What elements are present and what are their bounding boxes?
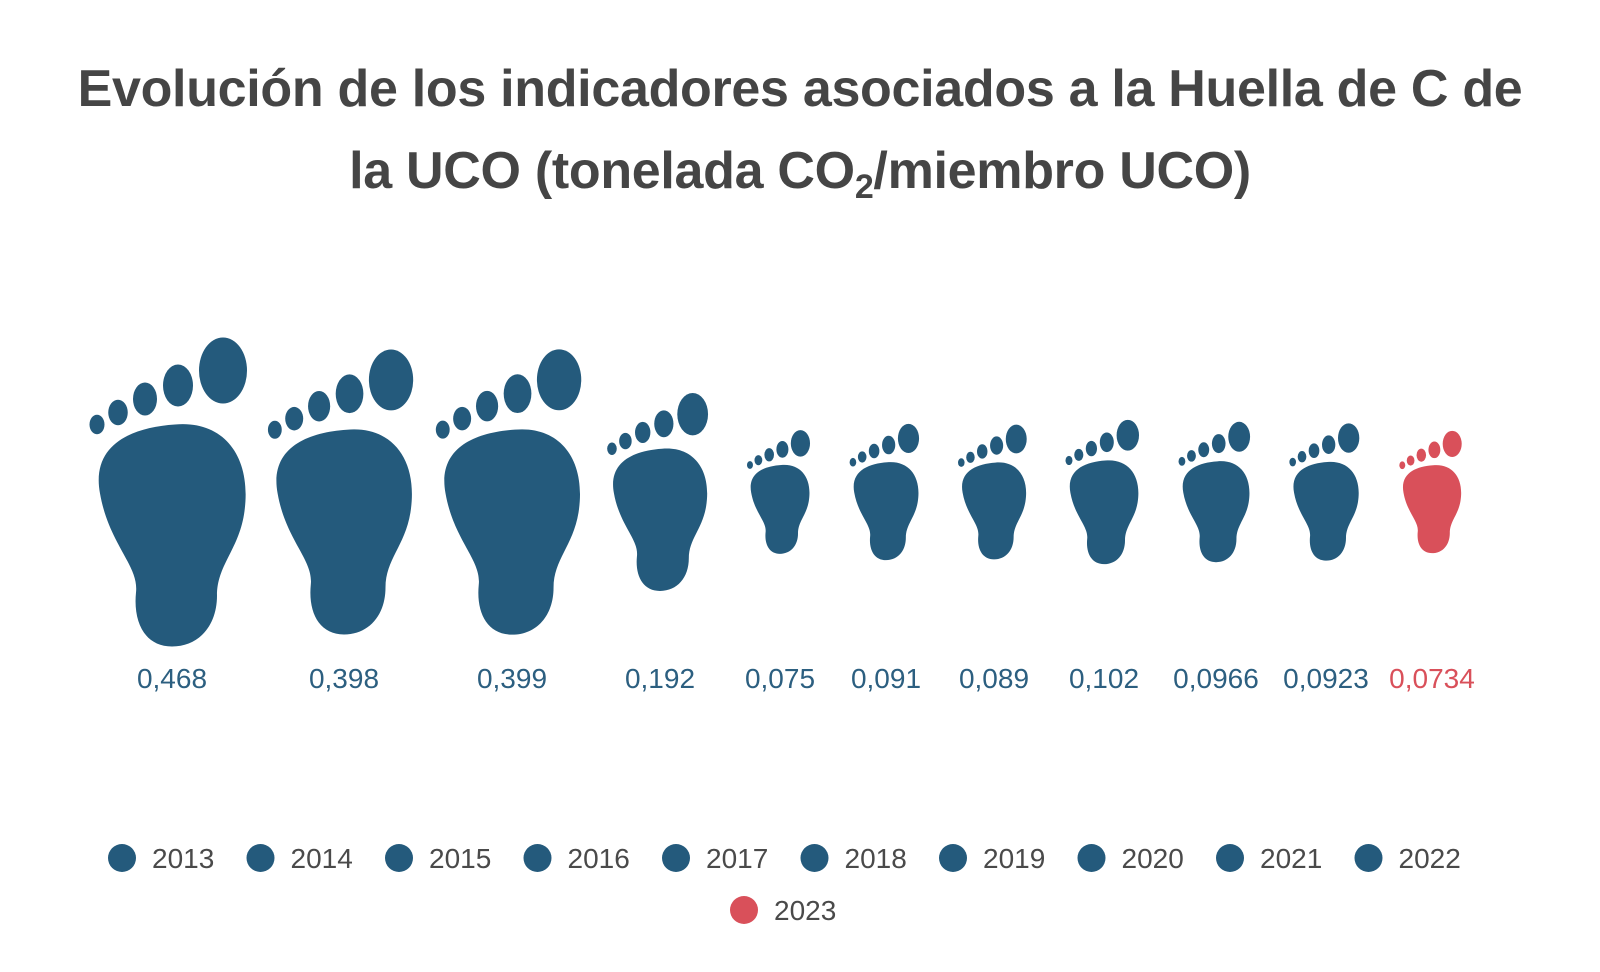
legend-swatch-2021 [1216,844,1244,872]
legend-swatch-2019 [939,844,967,872]
legend-label-2018: 2018 [845,843,907,874]
legend-label-2013: 2013 [152,843,214,874]
legend-item-2022: 2022 [1354,843,1461,874]
value-label-2018: 0,091 [851,663,921,694]
legend-item-2017: 2017 [662,843,768,874]
footprint-2016 [607,393,709,591]
legend-swatch-2020 [1077,844,1106,872]
footprint-2023 [1399,430,1462,554]
value-label-2021: 0,0966 [1173,663,1259,694]
legend-item-2020: 2020 [1077,843,1184,874]
footprint-2018 [849,423,920,561]
legend-swatch-2022 [1354,844,1383,872]
title-subscript: 2 [854,168,874,206]
footprint-marks [89,337,1462,647]
legend-swatch-2015 [385,844,413,872]
legend-swatch-2017 [662,844,690,872]
value-label-2016: 0,192 [625,663,695,694]
value-label-2015: 0,399 [477,663,547,694]
value-label-2022: 0,0923 [1283,663,1369,694]
legend-swatch-2023 [730,896,758,924]
legend-item-2016: 2016 [523,843,630,874]
legend-swatch-2018 [800,844,829,872]
value-labels: 0,468 0,398 0,399 0,192 0,075 0,091 0,089 0,102… [137,663,1475,694]
value-label-2013: 0,468 [137,663,207,694]
legend-label-2015: 2015 [429,843,491,874]
legend-label-2016: 2016 [568,843,630,874]
legend-swatch-2014 [246,844,275,872]
value-label-2019: 0,089 [959,663,1029,694]
footprint-2015 [435,349,582,635]
value-label-2017: 0,075 [745,663,815,694]
legend-item-2014: 2014 [246,843,353,874]
value-label-2023: 0,0734 [1389,663,1475,694]
footprint-2014 [267,349,414,635]
legend-item-2013: 2013 [108,843,214,874]
legend-label-2017: 2017 [706,843,768,874]
legend-swatch-2016 [523,844,552,872]
legend-item-2021: 2021 [1216,843,1322,874]
footprint-2013 [89,337,247,647]
legend-label-2021: 2021 [1260,843,1322,874]
legend: 2013 2014 2015 2016 2017 2018 2019 2020 2021 2022… [108,843,1461,926]
legend-label-2023: 2023 [774,895,836,926]
footprint-2019 [958,424,1027,560]
value-label-2020: 0,102 [1069,663,1139,694]
footprint-2017 [746,430,811,554]
legend-item-2019: 2019 [939,843,1045,874]
legend-item-2015: 2015 [385,843,491,874]
footprint-2022 [1289,423,1360,561]
value-label-2014: 0,398 [309,663,379,694]
footprint-2021 [1178,421,1251,563]
footprint-2020 [1065,419,1140,565]
legend-label-2014: 2014 [291,843,353,874]
legend-swatch-2013 [108,844,136,872]
chart-title: Evolución de los indicadores asociados a… [77,60,1523,206]
legend-label-2019: 2019 [983,843,1045,874]
legend-label-2020: 2020 [1122,843,1184,874]
legend-item-2023: 2023 [730,895,836,926]
legend-item-2018: 2018 [800,843,907,874]
legend-label-2022: 2022 [1399,843,1461,874]
